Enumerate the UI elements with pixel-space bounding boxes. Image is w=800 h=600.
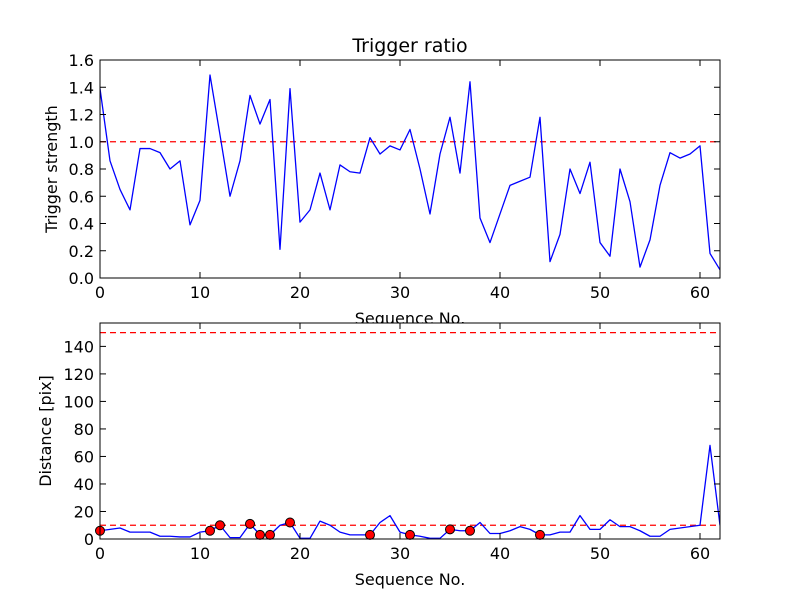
- data-point-marker: [365, 529, 375, 540]
- y-tick-label: 60: [74, 447, 94, 466]
- x-tick-label: 40: [490, 544, 510, 563]
- data-point-marker: [245, 518, 255, 529]
- y-tick-label: 0.4: [69, 215, 94, 234]
- y-tick-label: 1.2: [69, 106, 94, 125]
- y-tick-label: 80: [74, 420, 94, 439]
- x-tick-label: 0: [95, 544, 105, 563]
- chart-trigger-ratio: 0 10 20 30 40 50 60 0.0 0.2 0.4 0.6 0.8 1.0 1.2 1.4 1.6…: [42, 35, 721, 328]
- data-point-marker: [205, 525, 215, 536]
- y-tick-label: 120: [63, 365, 94, 384]
- data-point-marker: [265, 529, 275, 540]
- chart-title: Trigger ratio: [351, 35, 467, 57]
- y-tick-label: 0.2: [69, 242, 94, 261]
- x-tick-label: 0: [95, 283, 105, 302]
- data-point-marker: [445, 524, 455, 535]
- x-tick-label: 20: [290, 544, 310, 563]
- x-tick-label: 20: [290, 283, 310, 302]
- x-tick-label: 40: [490, 283, 510, 302]
- y-axis-label: Trigger strength: [42, 105, 61, 234]
- y-tick-label: 40: [74, 475, 94, 494]
- y-tick-label: 0.0: [69, 269, 94, 288]
- x-tick-label: 50: [590, 283, 610, 302]
- data-point-marker: [405, 529, 415, 540]
- y-tick-label: 0.6: [69, 187, 94, 206]
- data-point-marker: [465, 525, 475, 536]
- x-tick-label: 10: [190, 544, 210, 563]
- series-group: [100, 74, 720, 271]
- y-tick-label: 1.6: [69, 51, 94, 70]
- x-tick-label: 60: [690, 544, 710, 563]
- y-tick-label: 0: [84, 530, 94, 549]
- data-point-marker: [215, 520, 225, 531]
- x-tick-label: 30: [390, 544, 410, 563]
- x-tick-label: 50: [590, 544, 610, 563]
- y-tick-label: 0.8: [69, 160, 94, 179]
- data-point-marker: [255, 529, 265, 540]
- data-point-marker: [535, 529, 545, 540]
- x-tick-label: 30: [390, 283, 410, 302]
- axes-frame: [99, 322, 721, 540]
- data-point-marker: [285, 517, 295, 528]
- y-tick-label: 20: [74, 502, 94, 521]
- plot-area: [100, 60, 720, 278]
- x-axis-label: Sequence No.: [355, 570, 466, 589]
- y-tick-label: 1.4: [69, 78, 94, 97]
- y-tick-label: 140: [63, 337, 94, 356]
- plot-area: [100, 323, 720, 539]
- y-tick-label: 100: [63, 392, 94, 411]
- x-tick-label: 60: [690, 283, 710, 302]
- y-tick-label: 1.0: [69, 133, 94, 152]
- series-line-trigger-strength: [100, 74, 720, 271]
- y-axis-label: Distance [pix]: [36, 375, 55, 487]
- chart-distance: 0 10 20 30 40 50 60 0 20 40 60 80 100 120 140 Sequence …: [36, 322, 721, 589]
- x-tick-label: 10: [190, 283, 210, 302]
